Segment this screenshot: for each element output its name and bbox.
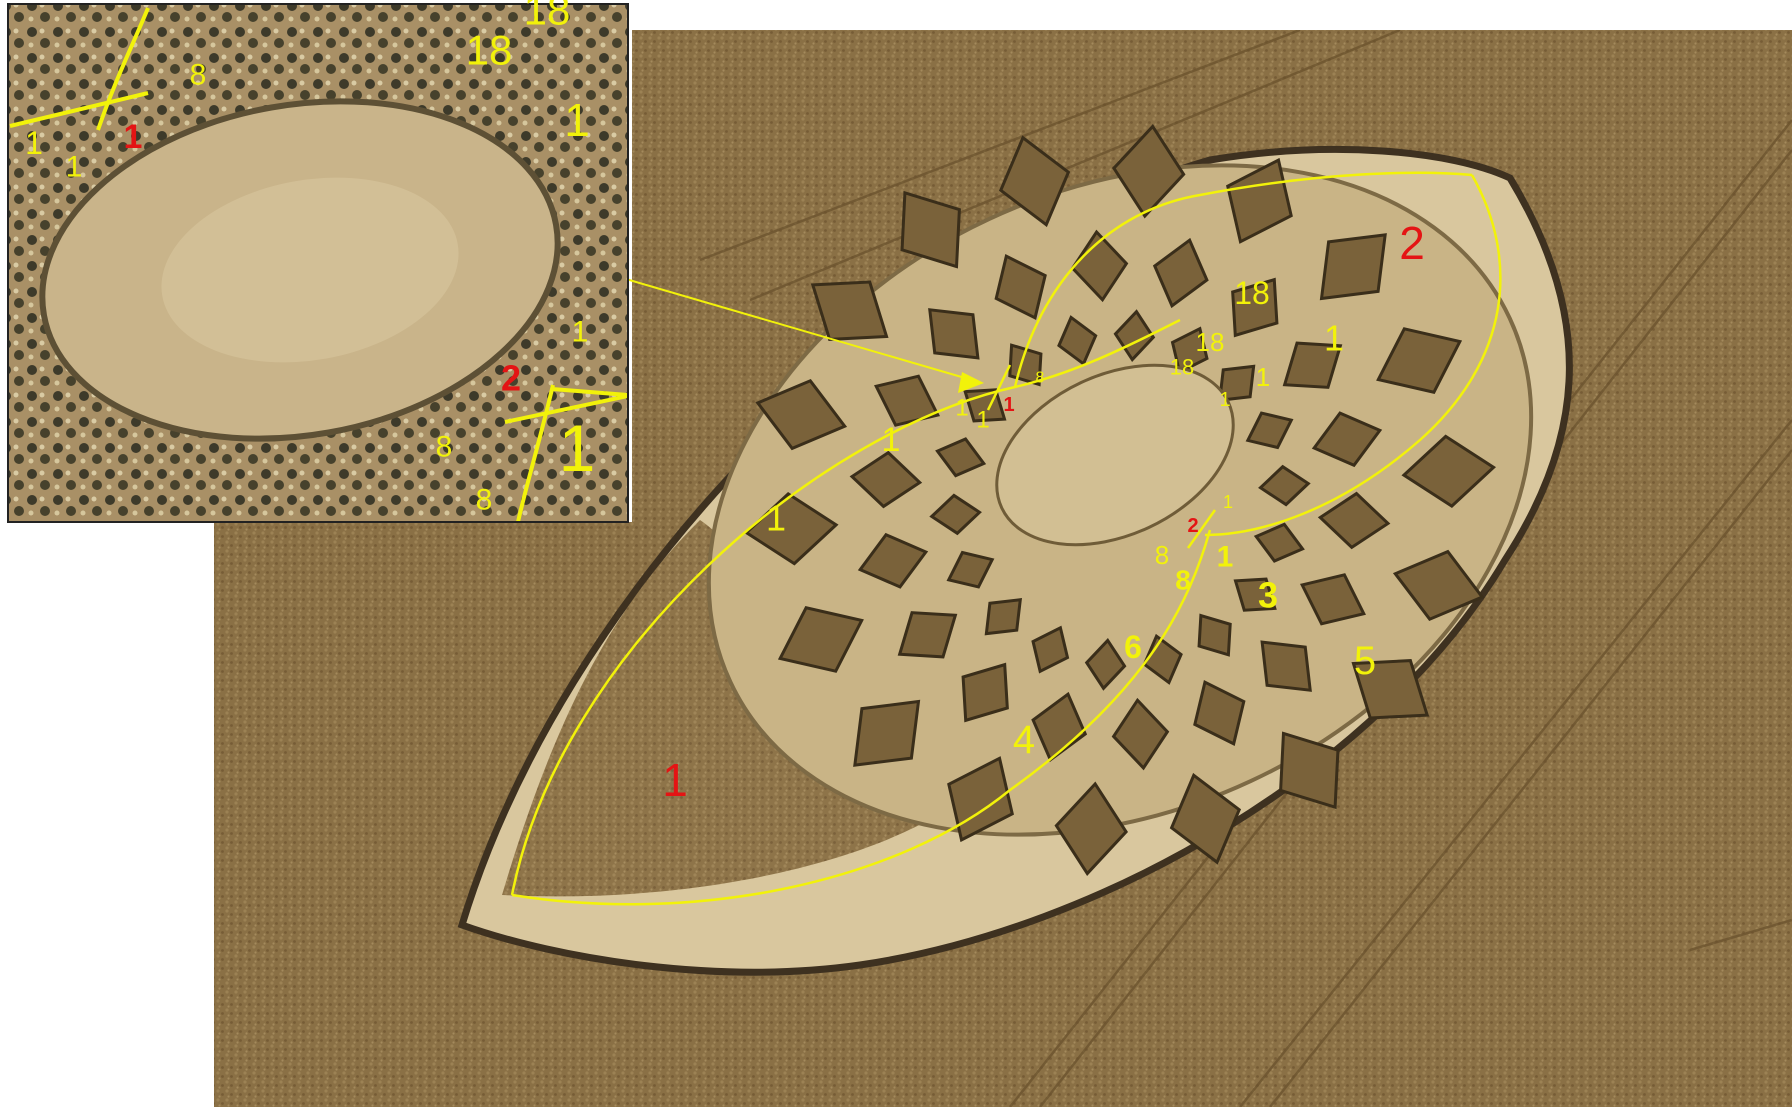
inset-annotation-lines (9, 7, 628, 522)
central-oval (995, 363, 1235, 547)
count-label-1: 1 (1223, 492, 1233, 512)
count-label-8: 8 (1175, 565, 1191, 596)
region-label-1: 1 (662, 754, 688, 806)
count-label-1: 1 (766, 498, 786, 539)
count-label-8: 8 (1036, 370, 1045, 387)
annotation-curves (510, 171, 1502, 906)
count-label-3: 3 (1258, 575, 1278, 616)
inset-label-8: 8 (436, 431, 453, 464)
count-label-18: 18 (1196, 327, 1225, 357)
region-label-2: 2 (1399, 217, 1425, 269)
inset-label-1: 1 (572, 316, 589, 349)
count-label-6: 6 (1124, 629, 1142, 665)
count-label-18: 18 (1234, 275, 1270, 311)
count-label-18: 18 (1170, 355, 1194, 380)
main-photo-labels: 1 2 18 18 18 1 1 1 1 1 1 1 1 1 8 8 8 3 6… (662, 217, 1425, 806)
count-label-1: 1 (1217, 541, 1234, 574)
inset-red-label-1: 1 (124, 118, 143, 156)
inset-zoom: 18 18 1 8 1 1 1 1 2 8 8 1 (7, 0, 629, 523)
count-label-5: 5 (1354, 639, 1376, 683)
inset-label-1: 1 (564, 94, 590, 146)
marker-red-2: 2 (1187, 515, 1198, 537)
count-label-1: 1 (955, 395, 968, 422)
inset-label-8: 8 (476, 484, 493, 517)
inset-label-1: 1 (66, 151, 83, 184)
count-label-1: 1 (1256, 362, 1270, 392)
standing-crop-crescent (502, 520, 960, 897)
inset-label-8: 8 (190, 59, 207, 92)
count-label-8: 8 (1155, 540, 1169, 570)
inset-highlight (161, 177, 459, 363)
inset-label-18: 18 (524, 0, 571, 34)
count-label-4: 4 (1013, 718, 1035, 762)
inset-label-18: 18 (466, 27, 513, 74)
count-label-1: 1 (882, 421, 901, 459)
inset-label-1-large: 1 (559, 411, 596, 485)
arrowhead-icon (958, 372, 984, 393)
aerial-photo (214, 30, 1792, 1107)
inset-label-1: 1 (25, 125, 43, 161)
count-label-1: 1 (976, 407, 989, 434)
inset-red-label-2: 2 (501, 358, 521, 399)
inset-frame (7, 3, 629, 523)
count-label-1: 1 (1219, 389, 1230, 411)
marker-red-1: 1 (1003, 394, 1014, 416)
count-label-1: 1 (1324, 318, 1344, 359)
